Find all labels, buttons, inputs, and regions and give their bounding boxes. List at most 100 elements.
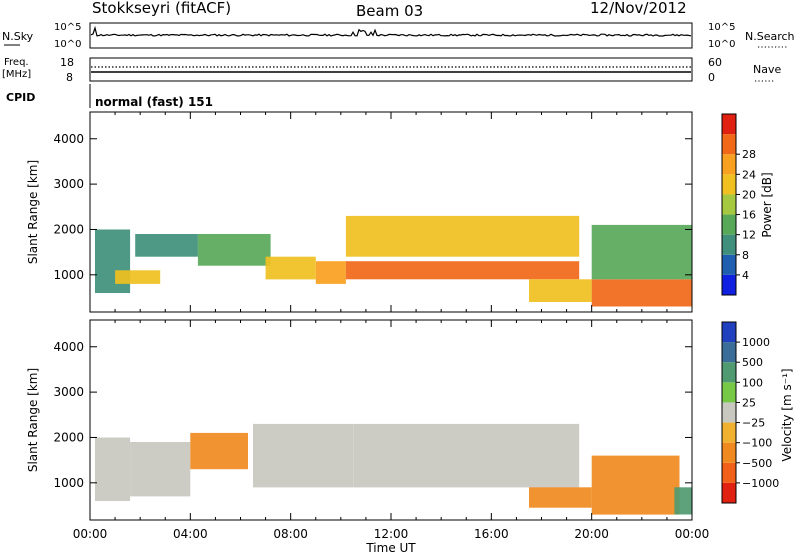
date-title: 12/Nov/2012 xyxy=(590,0,687,17)
velocity-ytick-label-3: 4000 xyxy=(53,340,84,354)
velocity-region-5 xyxy=(529,487,592,508)
power-colorbar: 4 8 12 16 20 24 28 xyxy=(721,113,756,296)
power-ylabel: Slant Range [km] xyxy=(26,160,40,264)
power-panel: 1000 2000 3000 4000 Slant Range [km] 4 8 12 16… xyxy=(26,111,774,313)
velocity-cbar-swatch-2 xyxy=(722,442,736,463)
velocity-region-6 xyxy=(591,455,680,515)
power-x-ticks xyxy=(89,112,693,312)
power-cbar-label-1: 8 xyxy=(742,249,749,262)
x-tick-label-5: 20:00 xyxy=(574,527,609,541)
x-tick-label-4: 16:00 xyxy=(474,527,509,541)
station-title: Stokkseyri (fitACF) xyxy=(92,0,231,17)
x-tick-label-6: 00:00 xyxy=(675,527,710,541)
power-region-1 xyxy=(115,270,161,284)
nave-tick-bottom: 0 xyxy=(708,71,715,84)
velocity-ytick-label-0: 1000 xyxy=(53,476,84,490)
power-y-ticks: 1000 2000 3000 4000 xyxy=(53,132,692,282)
power-cells xyxy=(95,215,692,307)
power-region-10 xyxy=(591,224,692,280)
velocity-cbar-swatch-5 xyxy=(722,382,736,403)
freq-label: Freq. xyxy=(4,57,29,68)
velocity-region-0 xyxy=(95,437,131,501)
velocity-cbar-swatch-6 xyxy=(722,362,736,383)
power-cbar-label-2: 12 xyxy=(742,229,756,242)
power-cbar-swatch-1 xyxy=(722,254,736,275)
velocity-x-ticks xyxy=(89,320,693,520)
velocity-cbar-swatch-4 xyxy=(722,402,736,423)
power-cbar-label-6: 28 xyxy=(742,148,756,161)
nsky-label: N.Sky xyxy=(2,30,34,43)
power-region-3 xyxy=(197,234,271,266)
freq-tick-top: 18 xyxy=(60,56,74,69)
nsky-tick-bottom: 10^0 xyxy=(54,39,81,50)
nsearch-label: N.Search xyxy=(745,30,795,43)
power-cbar-swatch-5 xyxy=(722,174,736,195)
nsky-frame xyxy=(89,22,693,49)
velocity-cbar-frame xyxy=(721,321,737,504)
velocity-cbar-swatch-1 xyxy=(722,462,736,483)
nave-label: Nave xyxy=(753,63,781,76)
velocity-cbar-swatch-3 xyxy=(722,422,736,443)
velocity-cbar-label: Velocity [m s⁻¹] xyxy=(780,368,794,461)
power-region-7 xyxy=(345,215,580,257)
velocity-ylabel: Slant Range [km] xyxy=(26,368,40,472)
velocity-cbar-label-2: 100 xyxy=(742,376,763,389)
power-cbar-swatch-3 xyxy=(722,214,736,235)
power-ytick-label-0: 1000 xyxy=(53,268,84,282)
x-tick-label-0: 00:00 xyxy=(73,527,108,541)
velocity-cbar-label-5: −100 xyxy=(742,437,772,450)
velocity-ytick-label-1: 2000 xyxy=(53,430,84,444)
power-region-6 xyxy=(345,261,580,280)
power-cbar-swatch-2 xyxy=(722,234,736,255)
velocity-region-2 xyxy=(190,432,248,470)
power-region-2 xyxy=(135,234,198,257)
nave-tick-top: 60 xyxy=(708,56,722,69)
nsearch-tick-top: 10^5 xyxy=(708,22,735,33)
velocity-cbar-swatch-7 xyxy=(722,342,736,363)
power-region-4 xyxy=(265,256,316,280)
time-axis-labels: 00:00 04:00 08:00 12:00 16:00 20:00 00:00 xyxy=(73,527,710,541)
power-region-5 xyxy=(315,261,346,284)
nsky-panel: N.Sky 10^5 10^0 10^5 10^0 N.Search xyxy=(2,22,795,50)
x-tick-label-2: 08:00 xyxy=(273,527,308,541)
power-cbar-label-3: 16 xyxy=(742,209,756,222)
freq-tick-bottom: 8 xyxy=(66,71,73,84)
velocity-y-ticks: 1000 2000 3000 4000 xyxy=(53,340,692,490)
velocity-region-4 xyxy=(353,423,580,488)
velocity-cbar-label-7: −1000 xyxy=(742,477,779,490)
x-axis-title: Time UT xyxy=(365,541,416,554)
nsky-tick-top: 10^5 xyxy=(54,22,81,33)
mhz-label: [MHz] xyxy=(2,69,31,80)
velocity-cbar-label-4: −25 xyxy=(742,417,765,430)
velocity-region-7 xyxy=(674,487,692,515)
velocity-region-3 xyxy=(253,423,354,488)
velocity-cbar-label-0: 1000 xyxy=(742,336,770,349)
power-cbar-label-5: 24 xyxy=(742,168,756,181)
power-cbar-frame xyxy=(721,113,737,296)
velocity-cbar-swatch-0 xyxy=(722,482,736,503)
power-cbar-swatch-6 xyxy=(722,154,736,175)
power-region-8 xyxy=(529,279,592,302)
power-ytick-label-1: 2000 xyxy=(53,222,84,236)
velocity-panel: 1000 2000 3000 4000 Slant Range [km] 1000 50… xyxy=(26,319,794,521)
cpid-label: CPID xyxy=(6,91,35,104)
x-tick-label-3: 12:00 xyxy=(374,527,409,541)
power-cbar-label-4: 20 xyxy=(742,188,756,201)
velocity-cbar-swatch-8 xyxy=(722,322,736,343)
nsearch-tick-bottom: 10^0 xyxy=(708,39,735,50)
cpid-text: normal (fast) 151 xyxy=(95,95,213,109)
power-ytick-label-2: 3000 xyxy=(53,177,84,191)
power-ytick-label-3: 4000 xyxy=(53,132,84,146)
velocity-cbar-label-3: 25 xyxy=(742,396,756,409)
power-cbar-label: Power [dB] xyxy=(760,172,774,237)
x-tick-label-1: 04:00 xyxy=(173,527,208,541)
velocity-region-1 xyxy=(130,442,191,497)
velocity-ytick-label-2: 3000 xyxy=(53,385,84,399)
power-cbar-label-0: 4 xyxy=(742,269,749,282)
velocity-cbar-label-1: 500 xyxy=(742,356,763,369)
velocity-cbar-label-6: −500 xyxy=(742,457,772,470)
nsky-series xyxy=(90,25,692,37)
power-cbar-swatch-4 xyxy=(722,194,736,215)
power-cbar-swatch-7 xyxy=(722,134,736,155)
